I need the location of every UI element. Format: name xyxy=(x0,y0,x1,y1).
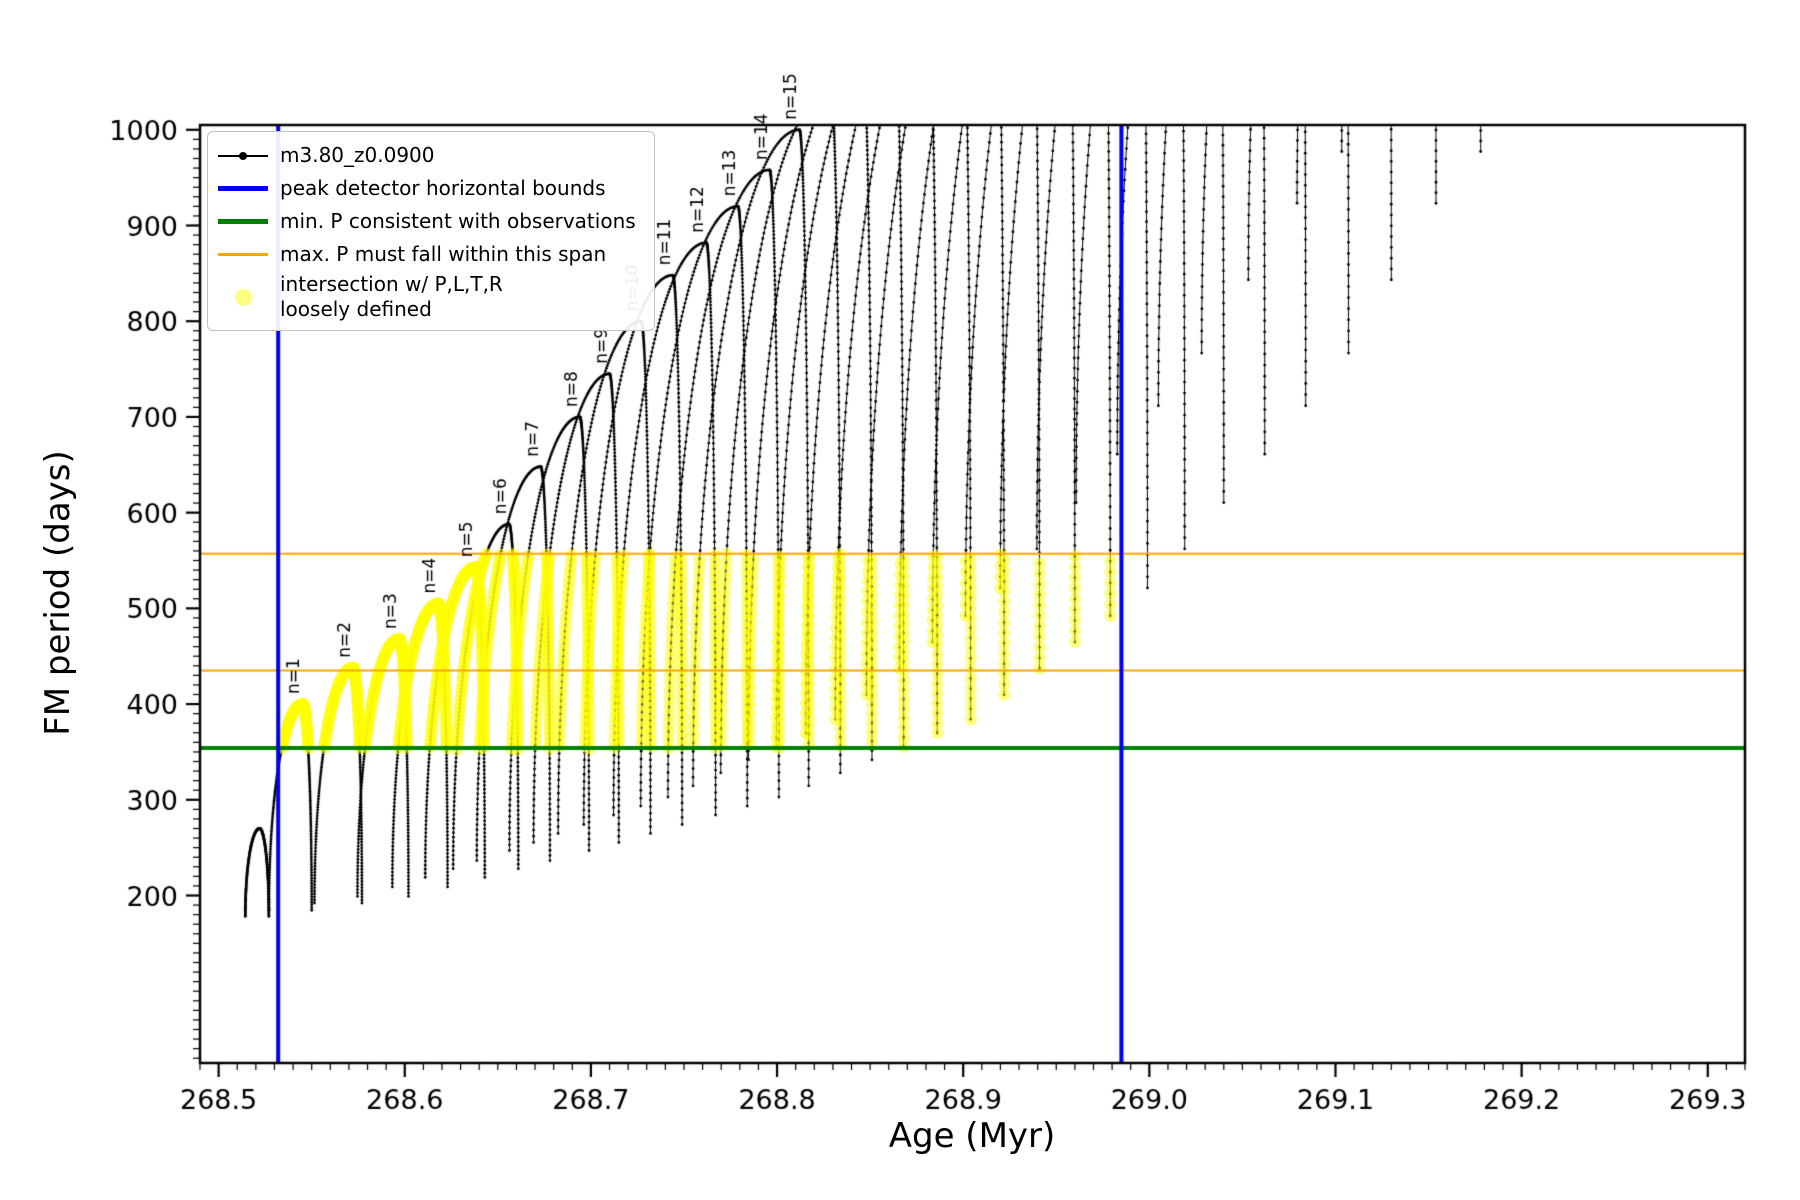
intersection-dot-marker xyxy=(218,288,268,306)
legend-label: intersection w/ P,L,T,R loosely defined xyxy=(280,272,503,321)
series-line-marker xyxy=(218,151,268,160)
legend-label: m3.80_z0.0900 xyxy=(280,143,435,167)
legend-item-intersection: intersection w/ P,L,T,R loosely defined xyxy=(218,272,636,322)
legend-label: max. P must fall within this span xyxy=(280,242,607,266)
blue-line-icon xyxy=(218,186,268,191)
legend: m3.80_z0.0900 peak detector horizontal b… xyxy=(207,131,655,331)
legend-label: min. P consistent with observations xyxy=(280,209,636,233)
series-dot-icon xyxy=(239,151,247,160)
y-axis-label: FM period (days) xyxy=(38,450,78,736)
legend-item-max-p: max. P must fall within this span xyxy=(218,239,636,270)
peak-bounds-line-marker xyxy=(218,186,268,191)
max-p-line-marker xyxy=(218,253,268,256)
legend-item-peak-bounds: peak detector horizontal bounds xyxy=(218,173,636,204)
legend-label: peak detector horizontal bounds xyxy=(280,176,606,200)
yellow-dot-icon xyxy=(234,288,252,306)
green-line-icon xyxy=(218,219,268,224)
legend-item-series: m3.80_z0.0900 xyxy=(218,140,636,171)
legend-item-min-p: min. P consistent with observations xyxy=(218,206,636,237)
x-axis-label: Age (Myr) xyxy=(888,1116,1056,1156)
min-p-line-marker xyxy=(218,219,268,224)
orange-line-icon xyxy=(218,253,268,256)
